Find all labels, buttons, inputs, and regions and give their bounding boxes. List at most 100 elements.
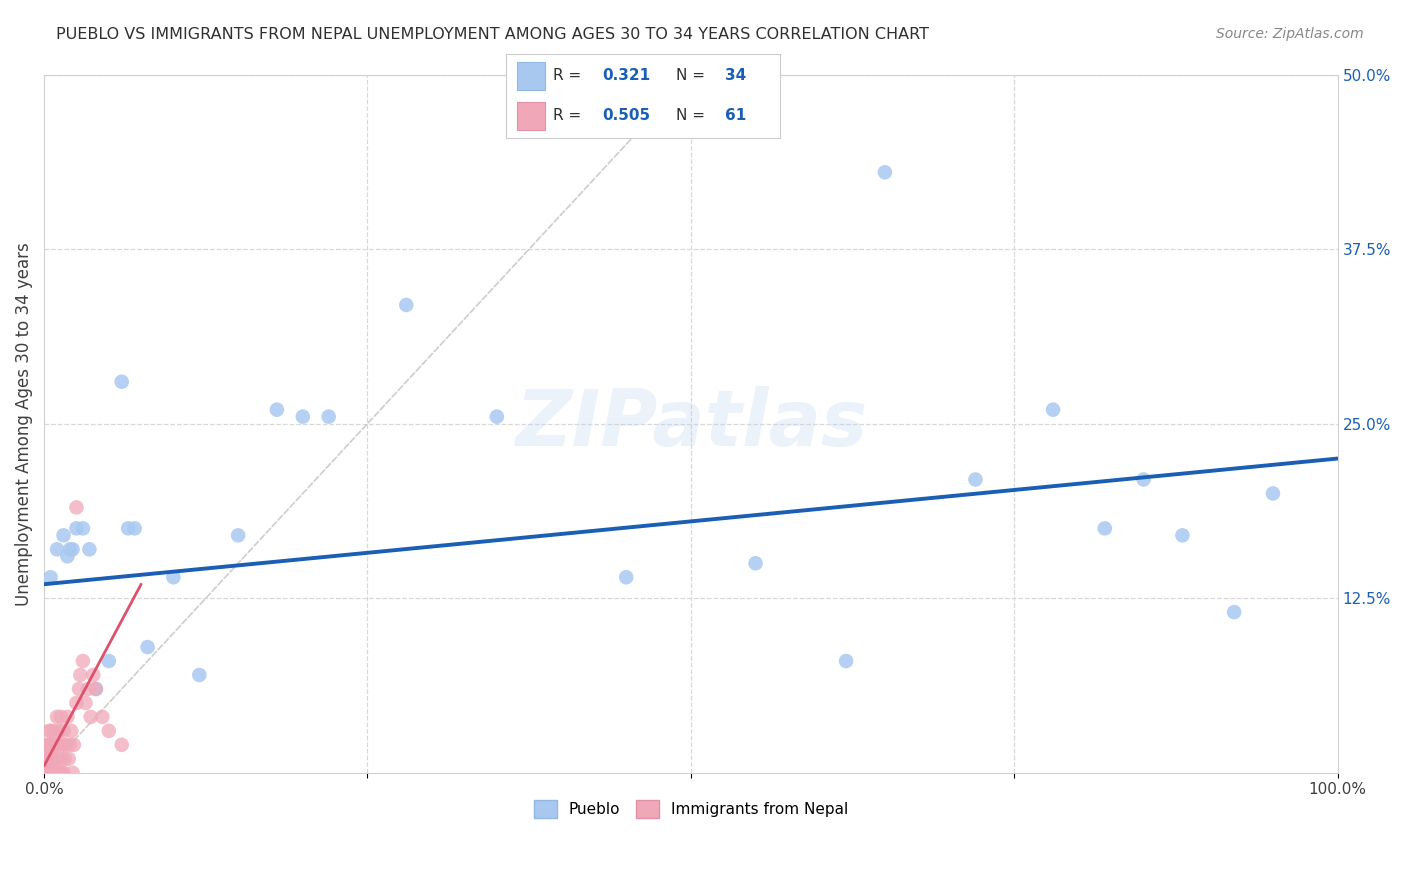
Point xyxy=(34,763,56,777)
Point xyxy=(35,765,58,780)
Point xyxy=(58,752,80,766)
Point xyxy=(111,375,134,389)
Point xyxy=(37,756,59,770)
Point xyxy=(39,752,62,766)
Point xyxy=(39,753,62,767)
Point xyxy=(37,764,59,778)
Point xyxy=(46,738,69,752)
Point xyxy=(35,745,58,759)
Point xyxy=(49,752,72,766)
Text: 0.505: 0.505 xyxy=(602,108,650,123)
Text: 34: 34 xyxy=(725,69,747,84)
Point xyxy=(34,756,56,770)
Point xyxy=(291,409,314,424)
Point xyxy=(51,738,73,752)
Point xyxy=(42,738,65,752)
Point xyxy=(38,764,60,779)
Point xyxy=(48,765,70,780)
Point xyxy=(91,710,114,724)
Point xyxy=(117,521,139,535)
Point xyxy=(37,765,59,780)
Point xyxy=(63,738,86,752)
Point xyxy=(34,764,56,779)
Point xyxy=(59,738,82,752)
Point xyxy=(226,528,249,542)
Text: N =: N = xyxy=(676,108,710,123)
Point xyxy=(34,749,56,764)
Point xyxy=(51,765,73,780)
Point xyxy=(42,765,65,780)
Point xyxy=(34,747,56,761)
Point xyxy=(39,570,62,584)
Point xyxy=(39,752,62,766)
Point xyxy=(39,761,62,775)
Point xyxy=(37,760,59,774)
Point xyxy=(37,756,59,771)
Point xyxy=(34,753,56,767)
Point xyxy=(46,765,69,780)
Point xyxy=(35,752,58,766)
Point xyxy=(39,763,62,777)
Point xyxy=(35,757,58,772)
Point xyxy=(42,752,65,766)
Point xyxy=(39,723,62,738)
Point xyxy=(34,756,56,770)
Point xyxy=(835,654,858,668)
Text: 0.321: 0.321 xyxy=(602,69,650,84)
Point xyxy=(188,668,211,682)
Point xyxy=(35,754,58,768)
Point xyxy=(56,710,79,724)
Text: N =: N = xyxy=(676,69,710,84)
Point xyxy=(39,762,62,776)
Point xyxy=(35,738,58,752)
Legend: Pueblo, Immigrants from Nepal: Pueblo, Immigrants from Nepal xyxy=(527,794,853,824)
Point xyxy=(35,763,58,777)
Point xyxy=(41,764,63,778)
Point xyxy=(82,668,104,682)
Point xyxy=(162,570,184,584)
Point xyxy=(266,402,288,417)
Point xyxy=(35,756,58,771)
Point xyxy=(37,738,59,752)
Point xyxy=(38,749,60,764)
Point xyxy=(39,765,62,780)
Point xyxy=(39,760,62,774)
Point xyxy=(56,549,79,564)
Point xyxy=(53,752,76,766)
Point xyxy=(35,752,58,766)
Point xyxy=(318,409,340,424)
Point xyxy=(38,723,60,738)
Point xyxy=(38,764,60,778)
Point xyxy=(41,751,63,765)
Point xyxy=(111,738,134,752)
Point xyxy=(41,747,63,761)
Point xyxy=(37,744,59,758)
Point xyxy=(42,763,65,777)
Point xyxy=(1094,521,1116,535)
Y-axis label: Unemployment Among Ages 30 to 34 years: Unemployment Among Ages 30 to 34 years xyxy=(15,242,32,606)
Point xyxy=(965,473,987,487)
Text: PUEBLO VS IMMIGRANTS FROM NEPAL UNEMPLOYMENT AMONG AGES 30 TO 34 YEARS CORRELATI: PUEBLO VS IMMIGRANTS FROM NEPAL UNEMPLOY… xyxy=(56,27,929,42)
Point xyxy=(60,723,83,738)
Point xyxy=(1171,528,1194,542)
Text: Source: ZipAtlas.com: Source: ZipAtlas.com xyxy=(1216,27,1364,41)
Text: ZIPatlas: ZIPatlas xyxy=(515,385,868,462)
Point xyxy=(59,542,82,557)
Text: R =: R = xyxy=(553,108,586,123)
Point xyxy=(35,754,58,768)
Point xyxy=(46,542,69,557)
Point xyxy=(37,752,59,766)
Point xyxy=(38,759,60,773)
Point xyxy=(67,681,90,696)
Point xyxy=(34,765,56,780)
Point xyxy=(32,757,55,772)
Point xyxy=(38,752,60,766)
Point xyxy=(35,763,58,777)
Point xyxy=(873,165,896,179)
Point xyxy=(41,752,63,766)
Point xyxy=(45,738,67,752)
FancyBboxPatch shape xyxy=(517,102,544,130)
Point xyxy=(97,654,120,668)
Point xyxy=(35,765,58,780)
Point xyxy=(395,298,418,312)
